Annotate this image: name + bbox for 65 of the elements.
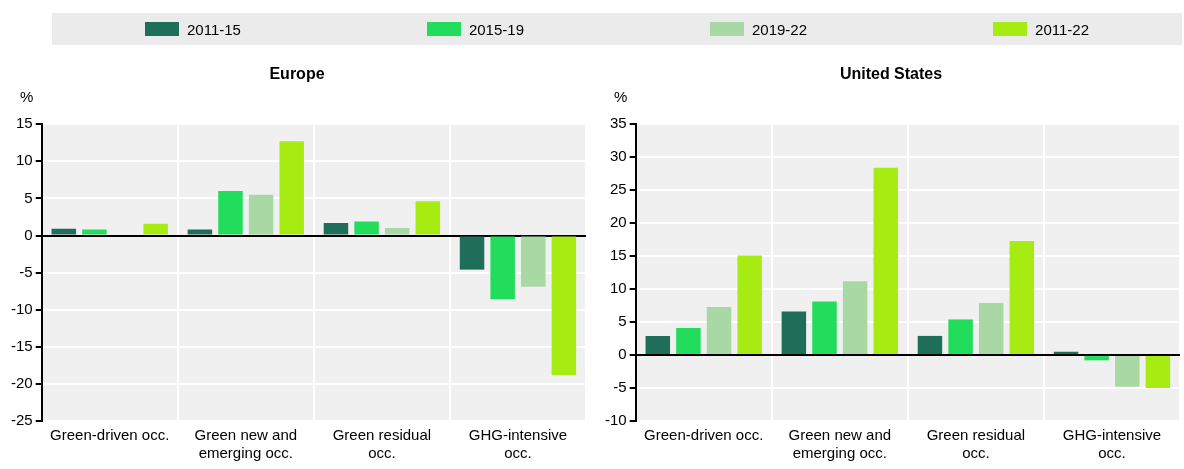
bar (1145, 356, 1171, 389)
bar (978, 302, 1004, 355)
bar (354, 221, 379, 235)
x-tick-label: GHG-intensive occ. (1062, 426, 1162, 462)
bar (459, 236, 485, 270)
y-tick-label: -5 (613, 378, 627, 396)
chart-title: Europe (269, 65, 325, 83)
bar (218, 190, 243, 235)
bar (384, 228, 410, 235)
y-tick-label: 35 (609, 114, 627, 132)
legend-label: 2015-19 (468, 20, 524, 38)
bar (1084, 356, 1109, 361)
x-tick-label: Green-driven occ. (644, 426, 764, 444)
bar (82, 229, 107, 235)
y-tick-label: 0 (618, 345, 627, 363)
bar (1009, 240, 1035, 355)
y-tick-label: 0 (24, 225, 33, 243)
bar (676, 328, 701, 355)
bar (948, 319, 973, 355)
y-tick-label: 15 (15, 114, 33, 132)
bar (842, 281, 868, 355)
y-tick-label: 5 (618, 312, 627, 330)
bar (143, 223, 168, 235)
legend-label: 2019-22 (752, 20, 808, 38)
x-tick-label: Green residual occ. (926, 426, 1026, 462)
y-tick-label: -10 (604, 411, 627, 429)
bar (415, 201, 441, 235)
y-tick-label: 5 (24, 188, 33, 206)
chart-title: United States (839, 65, 943, 83)
bar (490, 236, 515, 300)
y-tick-label: -15 (10, 336, 33, 354)
y-tick-label: 25 (609, 180, 627, 198)
y-tick-label: -20 (10, 374, 33, 392)
x-tick-label: Green new and emerging occ. (788, 426, 892, 462)
x-tick-label: Green residual occ. (332, 426, 432, 462)
bar (248, 194, 274, 235)
bar (706, 306, 732, 355)
bar (1115, 356, 1140, 387)
bar (551, 236, 577, 375)
bar (51, 228, 77, 235)
bar (323, 222, 349, 235)
bar (873, 167, 898, 355)
bar (917, 335, 943, 355)
y-tick-label: 15 (609, 246, 627, 264)
y-tick-label: 10 (609, 279, 627, 297)
x-tick-label: Green new and emerging occ. (194, 426, 298, 462)
bar (737, 255, 762, 355)
y-tick-label: -5 (19, 262, 33, 280)
bar (645, 335, 671, 355)
bar (521, 236, 546, 287)
bar (279, 141, 304, 235)
x-tick-label: GHG-intensive occ. (468, 426, 568, 462)
legend-label: 2011-22 (1035, 20, 1089, 38)
y-tick-label: -25 (10, 411, 33, 429)
y-tick-label: -10 (10, 299, 33, 317)
y-tick-label: 20 (609, 213, 627, 231)
y-tick-label: 30 (609, 147, 627, 165)
x-tick-label: Green-driven occ. (50, 426, 170, 444)
y-axis-title: % (20, 88, 34, 106)
bar (187, 229, 213, 235)
legend-label: 2011-15 (187, 20, 241, 38)
bar (781, 311, 807, 355)
y-axis-title: % (614, 88, 628, 106)
bar (812, 301, 837, 355)
y-tick-label: 10 (15, 151, 33, 169)
